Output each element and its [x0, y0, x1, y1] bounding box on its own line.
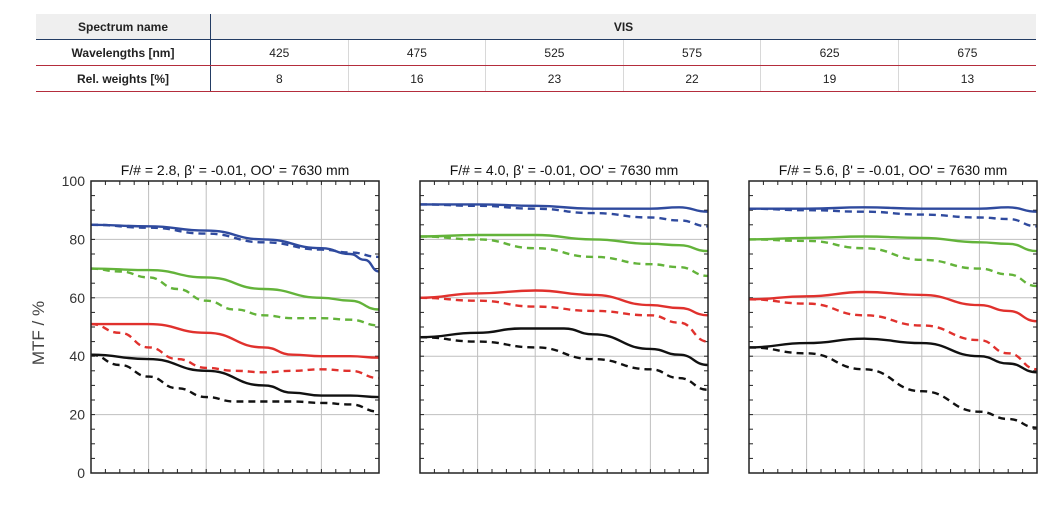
weight-cell: 23: [485, 65, 624, 92]
plot-frame: [90, 180, 380, 474]
weights-label: Rel. weights [%]: [36, 65, 211, 92]
mtf-curve-green-solid: [419, 233, 709, 253]
weight-cell: 13: [897, 65, 1036, 92]
mtf-panel: F/# = 2.8, β' = -0.01, OO' = 7630 mm: [90, 162, 380, 474]
mtf-curve-black-solid: [419, 327, 709, 367]
table-row-wavelengths: Wavelengths [nm] 425 475 525 575 625 675: [36, 39, 1036, 66]
chart-title: F/# = 2.8, β' = -0.01, OO' = 7630 mm: [121, 162, 350, 178]
wavelength-cell: 525: [485, 39, 624, 66]
plot-area: [749, 181, 1037, 473]
mtf-curve-black-solid: [748, 337, 1038, 374]
mtf-curve-red-dashed: [419, 296, 709, 343]
chart-title: F/# = 4.0, β' = -0.01, OO' = 7630 mm: [450, 162, 679, 178]
spectrum-name-value: VIS: [210, 14, 1036, 40]
plot-area: [420, 181, 708, 473]
wavelength-cell: 575: [622, 39, 761, 66]
mtf-curve-green-dashed: [419, 235, 709, 278]
y-axis-title: MTF / %: [29, 301, 48, 365]
mtf-panel: F/# = 5.6, β' = -0.01, OO' = 7630 mm: [748, 162, 1038, 474]
mtf-panel: F/# = 4.0, β' = -0.01, OO' = 7630 mm: [419, 162, 709, 474]
chart-title: F/# = 5.6, β' = -0.01, OO' = 7630 mm: [779, 162, 1008, 178]
spectrum-table: Spectrum name VIS Wavelengths [nm] 425 4…: [36, 14, 1036, 92]
mtf-curve-blue-dashed: [419, 203, 709, 228]
mtf-curve-red-dashed: [748, 298, 1038, 371]
weight-cell: 19: [760, 65, 899, 92]
mtf-curve-blue-solid: [748, 206, 1038, 213]
wavelength-cell: 425: [210, 39, 349, 66]
y-tick-label: 60: [69, 290, 85, 306]
mtf-curve-green-solid: [748, 235, 1038, 253]
wavelength-cell: 675: [897, 39, 1036, 66]
mtf-curve-blue-dashed: [748, 207, 1038, 228]
y-tick-label: 100: [62, 173, 86, 189]
table-row-spectrum: Spectrum name VIS: [36, 14, 1036, 40]
wavelength-cell: 625: [760, 39, 899, 66]
y-tick-label: 80: [69, 231, 85, 247]
mtf-curve-blue-dashed: [90, 223, 380, 259]
table-row-weights: Rel. weights [%] 8 16 23 22 19 13: [36, 65, 1036, 92]
mtf-curve-black-solid: [90, 353, 380, 399]
mtf-curve-black-dashed: [748, 346, 1038, 429]
mtf-curve-green-solid: [90, 267, 380, 311]
weight-cell: 16: [347, 65, 486, 92]
mtf-curve-red-solid: [748, 290, 1038, 323]
mtf-curve-red-dashed: [90, 322, 380, 380]
wavelength-cell: 475: [347, 39, 486, 66]
weight-cell: 8: [210, 65, 349, 92]
plot-frame: [419, 180, 709, 474]
mtf-curve-black-dashed: [419, 336, 709, 391]
mtf-curve-red-solid: [90, 322, 380, 359]
y-tick-label: 0: [77, 465, 85, 481]
plot-frame: [748, 180, 1038, 474]
y-tick-label: 20: [69, 407, 85, 423]
y-tick-label: 40: [69, 348, 85, 364]
mtf-curve-blue-solid: [90, 223, 380, 273]
mtf-curve-blue-solid: [420, 203, 709, 213]
mtf-curve-black-dashed: [90, 353, 380, 413]
wavelengths-label: Wavelengths [nm]: [36, 39, 211, 66]
spectrum-name-label: Spectrum name: [36, 14, 211, 40]
mtf-curve-green-dashed: [90, 267, 380, 327]
mtf-curve-red-solid: [419, 289, 709, 317]
weight-cell: 22: [622, 65, 761, 92]
plot-area: [91, 181, 379, 473]
